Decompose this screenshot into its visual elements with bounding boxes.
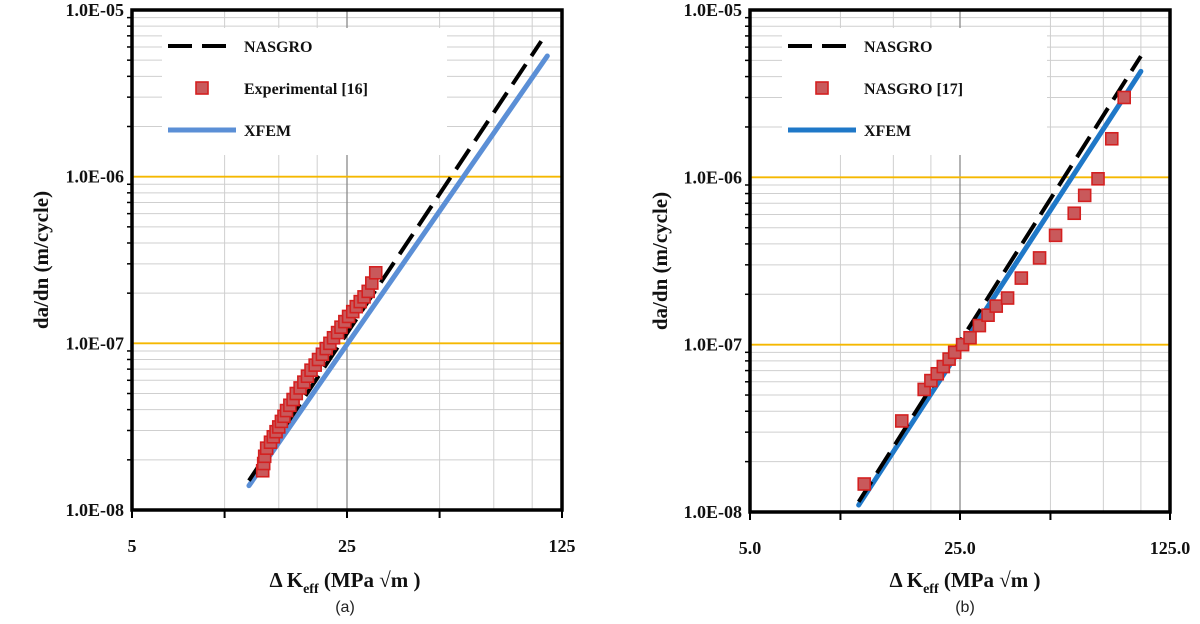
legend-swatch-markers <box>195 81 209 95</box>
legend-label: NASGRO [17] <box>864 81 963 98</box>
legend: NASGRO Experimental [16] XFEM <box>162 28 447 155</box>
data-point <box>1117 90 1132 105</box>
data-point <box>1077 188 1092 203</box>
y-tick-label: 1.0E-05 <box>684 0 743 20</box>
data-point <box>1000 291 1015 305</box>
data-point <box>1104 131 1119 146</box>
chart-panel-a: 1.0E-08 1.0E-07 1.0E-06 1.0E-05 5 25 125 da/dn … <box>29 0 576 616</box>
y-tick-label: 1.0E-08 <box>684 502 743 522</box>
data-point <box>963 330 977 345</box>
x-tick-label: 125.0 <box>1150 538 1191 558</box>
x-tick-label: 5 <box>128 536 137 556</box>
y-tick-label: 1.0E-08 <box>66 500 125 520</box>
y-axis-label: da/dn (m/cycle) <box>648 192 672 330</box>
legend-swatch-markers <box>815 81 829 95</box>
data-point <box>368 265 383 280</box>
legend-label: NASGRO <box>244 39 312 56</box>
chart-panel-b: 1.0E-08 1.0E-07 1.0E-06 1.0E-05 5.0 25.0 125.0… <box>648 0 1190 616</box>
y-tick-label: 1.0E-05 <box>66 0 125 20</box>
series-line-nasgro <box>247 40 543 482</box>
legend-label: NASGRO <box>864 39 932 56</box>
data-point <box>1091 172 1105 186</box>
data-point <box>1067 206 1082 221</box>
series-markers <box>857 90 1132 491</box>
legend-box <box>162 28 447 155</box>
x-axis-label: Δ Keff (MPa √m ) <box>269 568 420 597</box>
data-point <box>972 318 987 333</box>
legend: NASGRO NASGRO [17] XFEM <box>782 28 1047 155</box>
y-axis-label: da/dn (m/cycle) <box>29 191 53 329</box>
legend-label: XFEM <box>864 123 911 140</box>
y-tick-label: 1.0E-06 <box>66 167 125 187</box>
data-point <box>1032 251 1047 265</box>
data-point <box>857 477 872 491</box>
x-tick-label: 125 <box>549 536 576 556</box>
data-point <box>989 299 1004 313</box>
data-point <box>894 414 909 428</box>
legend-label: XFEM <box>244 123 291 140</box>
grid <box>132 10 562 510</box>
y-tick-label: 1.0E-07 <box>66 333 125 353</box>
x-tick-label: 5.0 <box>739 538 762 558</box>
panel-caption: (a) <box>335 599 355 616</box>
panel-caption: (b) <box>955 599 975 616</box>
series-line-xfem <box>856 68 1144 508</box>
legend-label: Experimental [16] <box>244 81 368 98</box>
data-point <box>1014 271 1029 285</box>
x-tick-label: 25 <box>338 536 356 556</box>
x-axis-label: Δ Keff (MPa √m ) <box>889 568 1040 597</box>
y-tick-label: 1.0E-06 <box>684 167 743 187</box>
data-point <box>1048 228 1063 243</box>
series-markers <box>255 265 383 478</box>
y-tick-label: 1.0E-07 <box>684 335 743 355</box>
x-tick-label: 25.0 <box>944 538 976 558</box>
series-line-xfem <box>246 53 550 489</box>
